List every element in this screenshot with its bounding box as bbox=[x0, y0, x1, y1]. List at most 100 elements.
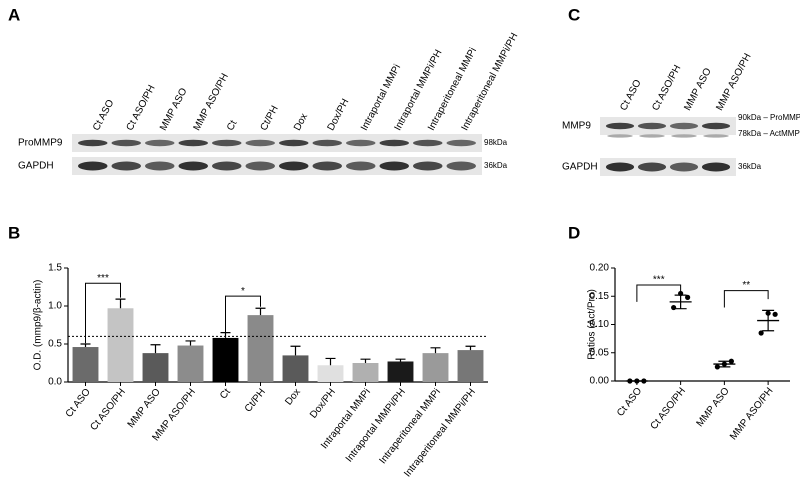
significance-bracket bbox=[225, 295, 261, 335]
size-label: 36kDa bbox=[738, 162, 762, 171]
band bbox=[446, 139, 476, 147]
significance-label: * bbox=[241, 286, 245, 297]
x-tick-label: Ct ASO bbox=[615, 386, 644, 419]
band bbox=[637, 162, 667, 172]
bar bbox=[107, 308, 134, 382]
blot-strip bbox=[72, 134, 482, 152]
band bbox=[78, 161, 108, 171]
band bbox=[111, 161, 141, 171]
y-tick-label: 0.20 bbox=[590, 263, 610, 274]
row-label: MMP9 bbox=[562, 121, 591, 132]
band bbox=[145, 139, 175, 147]
significance-label: *** bbox=[653, 275, 665, 286]
error-bar bbox=[255, 307, 266, 316]
band bbox=[446, 161, 476, 171]
significance-label: ** bbox=[742, 280, 750, 291]
band bbox=[212, 161, 242, 171]
band bbox=[605, 162, 635, 172]
size-label: 98kDa bbox=[484, 138, 508, 147]
band bbox=[312, 161, 342, 171]
x-tick-label: Ct bbox=[218, 387, 233, 402]
error-bar bbox=[115, 298, 126, 309]
error-bar bbox=[80, 343, 91, 348]
x-tick-label: Dox bbox=[283, 387, 303, 408]
lane-label: MMP ASO/PH bbox=[714, 52, 753, 113]
dot bbox=[714, 364, 720, 370]
y-tick-label: 1.0 bbox=[48, 301, 62, 312]
x-tick-label: Dox/PH bbox=[308, 387, 338, 421]
error-bar bbox=[395, 358, 406, 362]
blot-strip bbox=[600, 117, 736, 135]
lane-label: MMP ASO bbox=[682, 66, 714, 112]
x-tick-label: Intraperitoneal MMPi/PH bbox=[402, 387, 478, 480]
band bbox=[178, 161, 208, 171]
error-bar bbox=[674, 294, 687, 310]
panel-letter: A bbox=[8, 5, 20, 24]
band bbox=[669, 162, 699, 172]
significance-bracket bbox=[636, 284, 682, 302]
error-bar bbox=[360, 358, 371, 363]
row-label: ProMMP9 bbox=[18, 138, 63, 149]
error-bar bbox=[185, 340, 196, 346]
error-bar bbox=[325, 357, 336, 366]
x-tick-label: MMP ASO bbox=[126, 387, 163, 431]
y-tick-label: 0.15 bbox=[590, 291, 610, 302]
size-label: 36kDa bbox=[484, 161, 508, 170]
lane-label: Ct bbox=[225, 118, 240, 132]
band bbox=[346, 161, 376, 171]
error-bar bbox=[762, 309, 775, 332]
size-label: 78kDa – ActMMP9 bbox=[738, 129, 800, 138]
y-tick-label: 0.05 bbox=[590, 347, 610, 358]
panel-letter: B bbox=[8, 223, 20, 242]
bar bbox=[72, 347, 99, 382]
band bbox=[637, 122, 667, 130]
band bbox=[145, 161, 175, 171]
bar bbox=[422, 353, 449, 382]
lane-label: Ct ASO bbox=[91, 98, 116, 133]
lane-label: Dox/PH bbox=[326, 97, 352, 133]
y-tick-label: 0.5 bbox=[48, 339, 62, 350]
band bbox=[671, 134, 697, 138]
y-tick-label: 0.00 bbox=[590, 376, 610, 387]
band bbox=[701, 122, 731, 130]
band bbox=[605, 122, 635, 130]
band bbox=[639, 134, 665, 138]
bar bbox=[387, 361, 414, 382]
bar bbox=[352, 363, 379, 382]
band bbox=[703, 134, 729, 138]
error-bar bbox=[150, 344, 161, 354]
band bbox=[701, 162, 731, 172]
band bbox=[279, 161, 309, 171]
band bbox=[178, 139, 208, 147]
bar bbox=[282, 355, 309, 382]
y-axis-label: Ratios (Act/Pro) bbox=[587, 289, 598, 360]
error-bar bbox=[718, 360, 731, 368]
x-tick-label: Ct ASO/PH bbox=[88, 387, 127, 433]
bar bbox=[142, 353, 169, 382]
panel-letter: C bbox=[568, 5, 580, 24]
lane-label: MMP ASO/PH bbox=[192, 72, 231, 133]
lane-label: Ct/PH bbox=[259, 104, 281, 133]
band bbox=[245, 139, 275, 147]
lane-label: Ct ASO/PH bbox=[125, 83, 158, 132]
error-bar bbox=[430, 347, 441, 354]
x-tick-label: MMP ASO bbox=[695, 386, 732, 430]
lane-label: Dox bbox=[292, 112, 310, 133]
y-tick-label: 0.0 bbox=[48, 377, 62, 388]
band bbox=[78, 139, 108, 147]
blot-strip bbox=[600, 158, 736, 176]
band bbox=[245, 161, 275, 171]
error-bar bbox=[465, 345, 476, 351]
dot bbox=[671, 304, 677, 311]
significance-label: *** bbox=[97, 273, 109, 284]
dot bbox=[685, 294, 691, 300]
band bbox=[379, 139, 409, 147]
blot-strip bbox=[72, 157, 482, 175]
band bbox=[111, 139, 141, 147]
y-tick-label: 0.10 bbox=[590, 319, 610, 330]
bar bbox=[212, 337, 239, 382]
row-label: GAPDH bbox=[18, 161, 54, 172]
x-tick-label: Ct/PH bbox=[243, 387, 268, 415]
band bbox=[379, 161, 409, 171]
